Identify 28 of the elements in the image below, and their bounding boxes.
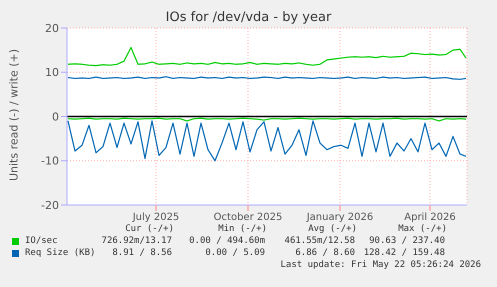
line-series — [67, 120, 467, 162]
x-tick-label: April 2026 — [404, 212, 456, 224]
text: 128.42 / 159.48 — [364, 248, 445, 258]
y-tick-label: 10 — [45, 66, 59, 80]
text: 461.55m/12.58 — [284, 236, 355, 246]
y-tick-label: 20 — [45, 22, 59, 35]
legend-label: IO/sec — [24, 236, 58, 246]
x-tick-label: January 2026 — [306, 212, 374, 224]
y-tick-label: 0 — [52, 110, 59, 124]
text: 0.00 / 5.09 — [205, 248, 265, 258]
text: 90.63 / 237.40 — [369, 236, 445, 246]
legend-label: Req Size (KB) — [24, 248, 96, 258]
y-axis-title: Units read (-) / write (+) — [8, 48, 20, 182]
text: 6.86 / 8.60 — [295, 248, 355, 258]
text: 8.91 / 8.56 — [112, 248, 172, 258]
text: 726.92m/13.17 — [102, 236, 172, 246]
x-tick-label: October 2025 — [214, 212, 282, 224]
text: Last update: Fri May 22 05:26:24 2026 — [280, 260, 481, 270]
text: Max (-/+) — [398, 224, 447, 234]
chart-title: IOs for /dev/vda - by year — [166, 10, 332, 25]
text: 0.00 / 494.60m — [189, 236, 265, 246]
y-tick-label: -10 — [41, 154, 59, 168]
text: Min (-/+) — [218, 224, 267, 234]
text: Avg (-/+) — [308, 224, 357, 234]
y-tick-label: -20 — [41, 198, 59, 212]
line-series — [67, 46, 467, 66]
text: Cur (-/+) — [125, 224, 174, 234]
x-tick-label: July 2025 — [132, 212, 180, 224]
